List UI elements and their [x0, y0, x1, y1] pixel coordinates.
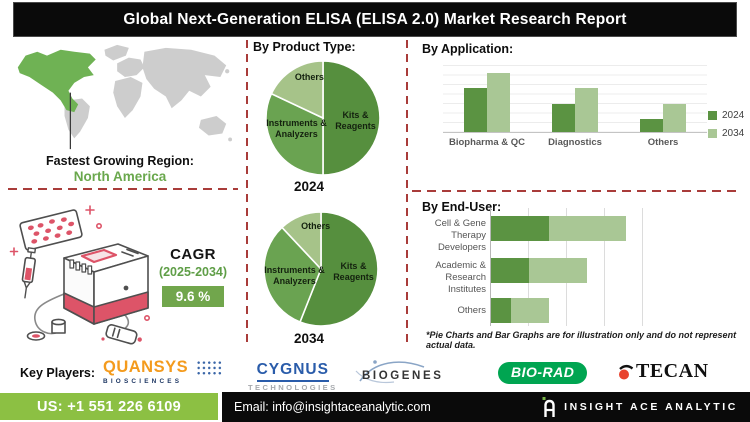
analyzer-svg [9, 205, 151, 345]
pie-slice-label: Kits & Reagents [333, 260, 374, 282]
pie-year-label: 2024 [294, 179, 325, 194]
bar-segment-2024 [491, 258, 529, 283]
stacked-bar-row [491, 258, 587, 283]
vertical-divider [246, 40, 248, 348]
pie-chart-2024: Kits & Reagents Instruments & Analyzers Ot… [264, 59, 382, 177]
tecan-mark-icon [619, 364, 634, 379]
stacked-bar-row [491, 298, 549, 323]
cagr-value: 9.6 % [175, 289, 211, 304]
vertical-divider [406, 40, 408, 348]
world-map-svg [17, 44, 233, 150]
horizontal-divider [412, 190, 742, 192]
email-address: Email: info@insightaceanalytic.com [234, 400, 431, 414]
disclaimer-note: *Pie Charts and Bar Graphs are for illus… [426, 330, 737, 350]
pie-slice-label: Others [294, 71, 324, 82]
bar-group [464, 65, 510, 132]
bar-2024 [552, 104, 575, 132]
pie-svg [263, 211, 379, 327]
section-title-product-type: By Product Type: [253, 40, 356, 54]
bar-segment-2024 [491, 298, 511, 323]
bar-2034 [575, 88, 598, 132]
application-enduser-panel: By Application: Biopharma & QC Diagnostic… [408, 38, 750, 352]
legend-label: 2034 [722, 128, 745, 139]
chart-legend: 2024 2034 [708, 110, 744, 139]
hbar-category-label: Others [457, 305, 486, 316]
hbar-category-label: Cell & Gene Therapy Developers [434, 218, 486, 253]
cagr-period: (2025-2034) [158, 265, 228, 279]
phone-number: US: +1 551 226 6109 [37, 398, 181, 415]
horizontal-divider [8, 188, 238, 190]
biogenes-wordmark: BioGenes [362, 370, 444, 382]
pie-chart-2034: Kits & Reagents Instruments & Analyzers Ot… [262, 210, 380, 328]
bar-group [552, 65, 598, 132]
report-title: Global Next-Generation ELISA (ELISA 2.0)… [123, 10, 627, 28]
quansys-dots-icon [195, 359, 223, 377]
logo-biogenes: BioGenes [355, 360, 444, 384]
bar-category-labels: Biopharma & QC Diagnostics Others [443, 137, 707, 148]
pie-slice-label: Kits & Reagents [335, 109, 376, 131]
cygnus-wordmark: CYGNUS [256, 361, 329, 382]
bar-group [640, 65, 686, 132]
quansys-subtitle: BIOSCIENCES [103, 378, 183, 385]
logo-cygnus-technologies: CYGNUS TECHNOLOGIES [248, 361, 338, 392]
phone-bar: US: +1 551 226 6109 [0, 393, 218, 420]
bio-rad-wordmark: BIO-RAD [498, 362, 588, 384]
region-value: North America [73, 169, 167, 184]
section-title-end-user: By End-User: [422, 200, 502, 214]
email-bar: Email: info@insightaceanalytic.com INSIG… [222, 392, 750, 422]
bar-category-label: Biopharma & QC [448, 137, 525, 148]
bar-2024 [464, 88, 487, 132]
stacked-bar-row [491, 216, 626, 241]
application-bar-chart: Biopharma & QC Diagnostics Others 2024 2034 [408, 38, 750, 168]
world-map [8, 42, 236, 154]
pie-year-label: 2034 [294, 331, 325, 346]
bar-segment-2034 [511, 298, 549, 323]
pie-svg [265, 60, 381, 176]
cagr-value-badge: 9.6 % [162, 286, 224, 307]
pie-slice-label: Instruments & Analyzers [264, 265, 325, 287]
brand-block: INSIGHT ACE ANALYTIC [542, 397, 738, 417]
cygnus-subtitle: TECHNOLOGIES [248, 383, 338, 392]
legend-swatch [708, 129, 717, 138]
key-players-label: Key Players: [20, 366, 96, 380]
quansys-wordmark: QUANSYS [103, 358, 189, 376]
product-type-panel: By Product Type: Kits & Reagents Instrume… [248, 38, 406, 352]
logo-bio-rad: BIO-RAD [498, 362, 588, 384]
legend-item: 2034 [708, 128, 744, 139]
region-label: Fastest Growing Region: [46, 154, 194, 168]
legend-label: 2024 [722, 110, 745, 121]
section-title-application: By Application: [422, 42, 514, 56]
elisa-analyzer-illustration [6, 196, 158, 352]
fastest-growing-region: Fastest Growing Region: North America [0, 154, 240, 184]
logo-quansys-biosciences: QUANSYS BIOSCIENCES [103, 358, 223, 385]
brand-name: INSIGHT ACE ANALYTIC [564, 401, 738, 413]
bar-2034 [487, 73, 510, 132]
biogenes-swoosh-icon [355, 360, 425, 384]
region-panel: Fastest Growing Region: North America [0, 38, 246, 352]
bar-segment-2024 [491, 216, 549, 241]
insight-ace-logo-icon [542, 397, 555, 417]
bar-category-label: Diagnostics [548, 137, 602, 148]
hbar-category-label: Academic & Research Institutes [435, 260, 486, 295]
logo-tecan: TECAN [618, 360, 709, 383]
pie-slice-label: Instruments & Analyzers [266, 118, 327, 139]
bar-plot-area [443, 65, 707, 133]
bar-segment-2034 [529, 258, 587, 283]
cagr-label: CAGR [170, 246, 216, 263]
bar-2034 [663, 104, 686, 132]
tecan-wordmark: TECAN [636, 360, 709, 382]
pie-slice-label: Others [301, 220, 331, 231]
bar-category-label: Others [647, 137, 679, 148]
key-players-strip: Key Players: QUANSYS BIOSCIENCES CYGNUS … [0, 352, 750, 392]
bar-2024 [640, 119, 663, 132]
hbar-plot-area [490, 208, 647, 326]
bar-segment-2034 [549, 216, 626, 241]
legend-item: 2024 [708, 110, 744, 121]
title-bar: Global Next-Generation ELISA (ELISA 2.0)… [13, 2, 737, 37]
cagr-block: CAGR (2025-2034) 9.6 % [152, 246, 234, 307]
legend-swatch [708, 111, 717, 120]
north-america-highlight [17, 49, 96, 113]
